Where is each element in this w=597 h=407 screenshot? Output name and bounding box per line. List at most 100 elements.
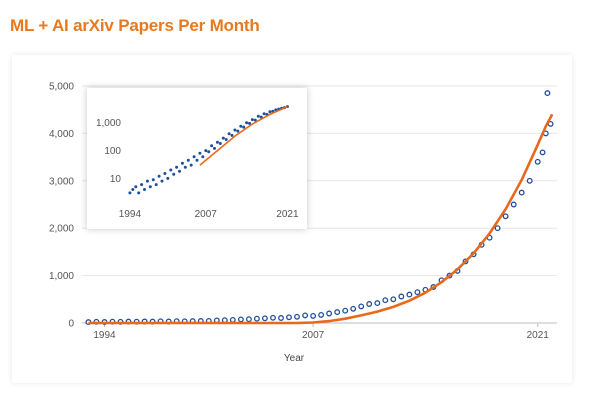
data-point [526, 177, 533, 184]
inset-data-point [154, 183, 158, 187]
inset-data-point [268, 110, 272, 114]
data-point [539, 149, 546, 156]
inset-data-point [253, 118, 257, 122]
data-point [350, 305, 357, 312]
inset-data-point [201, 155, 205, 159]
inset-data-point [148, 185, 152, 189]
inset-data-point [175, 165, 179, 169]
inset-data-point [169, 168, 173, 172]
data-point [374, 300, 381, 307]
x-tick-label: 1994 [93, 330, 116, 341]
data-point [494, 225, 501, 232]
inset-data-point [166, 176, 170, 180]
inset-data-point [236, 129, 240, 133]
inset-data-point [195, 158, 199, 162]
inset-data-point [189, 163, 193, 167]
inset-data-point [230, 133, 234, 137]
inset-data-point [215, 140, 219, 144]
data-point [382, 297, 389, 304]
data-point [278, 315, 284, 321]
data-point [318, 311, 325, 318]
inset-data-point [245, 121, 249, 125]
data-point [326, 310, 333, 317]
inset-data-point [172, 172, 176, 176]
inset-data-points [128, 105, 289, 195]
inset-data-point [224, 138, 228, 141]
main-y-axis-ticks: 0 1,000 2,000 3,000 4,000 5,000 [49, 82, 74, 330]
data-point [502, 213, 509, 220]
inset-data-point [198, 151, 202, 155]
data-point [398, 293, 405, 300]
inset-data-point [134, 185, 138, 189]
data-point [366, 301, 373, 307]
inset-data-point [210, 144, 214, 148]
data-point [406, 291, 413, 298]
data-point [237, 316, 244, 323]
data-point [510, 201, 517, 208]
x-axis-label: Year [284, 353, 305, 364]
inset-y-axis-ticks: 10 100 1,000 [96, 118, 121, 185]
y-tick-label: 0 [68, 319, 74, 330]
data-point [310, 312, 317, 319]
data-point [390, 296, 397, 303]
main-trend-line-group [88, 113, 554, 325]
inset-log-chart: 10 100 1,000 1994 2007 2021 [87, 88, 307, 229]
main-x-axis-ticks: 1994 2007 2021 [93, 323, 549, 341]
inset-data-point [178, 169, 181, 173]
inset-data-point [239, 124, 243, 128]
inset-data-point [186, 158, 190, 162]
inset-data-point [207, 150, 211, 154]
inset-data-point [250, 118, 254, 122]
data-point [286, 314, 292, 321]
inset-data-point [262, 112, 266, 116]
inset-trend-line [199, 105, 288, 166]
inset-data-point [143, 188, 146, 191]
inset-data-point [145, 179, 149, 183]
inset-data-point [151, 178, 155, 182]
inset-data-point [160, 179, 164, 183]
y-tick-label: 5,000 [49, 82, 74, 93]
inset-y-tick-label: 1,000 [96, 118, 121, 129]
y-tick-label: 4,000 [49, 129, 74, 140]
y-tick-label: 3,000 [49, 176, 74, 187]
inset-x-tick-label: 2007 [195, 209, 218, 220]
inset-data-point [128, 191, 132, 195]
inset-data-point [204, 149, 208, 153]
inset-data-point [256, 114, 260, 118]
data-point [294, 313, 300, 320]
data-point [245, 316, 252, 323]
inset-data-point [131, 188, 135, 191]
data-point [358, 303, 365, 310]
inset-data-point [137, 191, 141, 195]
inset-data-point [192, 155, 196, 159]
data-point [270, 314, 276, 321]
inset-data-point [157, 174, 161, 178]
inset-data-point [218, 142, 222, 145]
data-point [334, 309, 341, 316]
data-point [534, 158, 541, 165]
inset-data-point [242, 125, 246, 129]
y-tick-label: 2,000 [49, 224, 74, 235]
data-point [229, 316, 236, 323]
inset-x-axis-ticks: 1994 2007 2021 [119, 209, 299, 220]
data-point [342, 307, 349, 314]
data-point [302, 312, 309, 319]
inset-data-point [180, 161, 184, 165]
x-tick-label: 2007 [302, 330, 325, 341]
inset-data-point [227, 132, 231, 136]
inset-trend-line-group [199, 105, 288, 166]
inset-data-point [140, 183, 144, 187]
inset-data-point [248, 121, 251, 125]
trend-line [88, 113, 554, 325]
inset-chart-svg: 10 100 1,000 1994 2007 2021 [96, 105, 299, 220]
inset-data-point [213, 146, 216, 150]
inset-y-tick-label: 10 [110, 174, 122, 185]
inset-data-point [183, 165, 187, 169]
y-tick-label: 1,000 [49, 271, 74, 282]
inset-data-point [233, 128, 237, 132]
data-point [544, 90, 551, 97]
data-point [261, 315, 268, 322]
data-point [518, 189, 525, 196]
data-point [253, 315, 260, 322]
inset-y-tick-label: 100 [104, 146, 121, 157]
